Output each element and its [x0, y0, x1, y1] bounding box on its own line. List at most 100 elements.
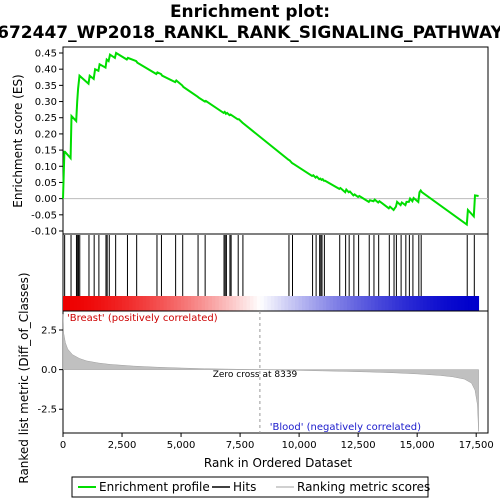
- heat-strip-cell: [277, 296, 282, 311]
- heat-strip-cell: [239, 296, 244, 311]
- metric-y-tick-label: -2.5: [37, 405, 57, 416]
- heat-strip-cell: [76, 296, 81, 311]
- positive-class-label: 'Breast' (positively correlated): [67, 313, 218, 324]
- heat-strip-cell: [142, 296, 147, 311]
- heat-strip-cell: [114, 296, 119, 311]
- heat-strip-cell: [402, 296, 407, 311]
- heat-strip-cell: [191, 296, 196, 311]
- heat-strip-cell: [409, 296, 414, 311]
- heat-strip-cell: [461, 296, 466, 311]
- heat-strip-cell: [159, 296, 164, 311]
- heat-strip-cell: [450, 296, 455, 311]
- legend-hits-label: Hits: [233, 480, 256, 494]
- zero-cross-label: Zero cross at 8339: [213, 370, 298, 380]
- hits-panel: [62, 233, 489, 312]
- heat-strip-cell: [135, 296, 140, 311]
- x-tick-label: 12,500: [341, 440, 376, 451]
- heat-strip-cell: [378, 296, 383, 311]
- heat-strip-cell: [419, 296, 424, 311]
- hit-marks: [64, 235, 475, 296]
- heat-strip-cell: [367, 296, 372, 311]
- metric-y-axis-label: Ranked list metric (Diff_of_Classes): [17, 272, 31, 483]
- legend-box: [71, 476, 429, 498]
- heat-strip-cell: [374, 296, 379, 311]
- x-tick-label: 7,500: [226, 440, 255, 451]
- heat-strip-cell: [187, 296, 192, 311]
- heat-strip-cell: [454, 296, 459, 311]
- x-axis-label: Rank in Ordered Dataset: [204, 456, 352, 470]
- heat-strip-cell: [246, 296, 251, 311]
- heat-strip-cell: [346, 296, 351, 311]
- heat-strip-cell: [208, 296, 213, 311]
- heat-strip-cell: [173, 296, 178, 311]
- heat-strip-cell: [343, 296, 348, 311]
- x-tick-label: 17,500: [459, 440, 494, 451]
- es-y-tick-label: -0.05: [31, 210, 57, 221]
- heat-strip-cell: [340, 296, 344, 311]
- heat-strip-cell: [430, 296, 435, 311]
- chart-title-line-2: 672447_WP2018_RANKL_RANK_SIGNALING_PATHW…: [0, 23, 500, 43]
- metric-y-tick-label: 2.5: [41, 326, 57, 337]
- es-y-axis-label: Enrichment score (ES): [11, 74, 25, 207]
- legend: Enrichment profile Hits Ranking metric s…: [71, 476, 430, 498]
- metric-y-axis-ticks: 2.5 0.0 -2.5: [37, 326, 63, 416]
- heat-strip-cell: [267, 296, 272, 311]
- heat-strip-cell: [391, 296, 396, 311]
- negative-class-label: 'Blood' (negatively correlated): [270, 422, 421, 433]
- es-y-tick-label: 0.15: [35, 146, 57, 157]
- heat-strip-cell: [211, 296, 216, 311]
- heat-strip-cell: [336, 296, 341, 311]
- es-y-tick-label: 0.20: [35, 129, 57, 140]
- ranking-metric-area: [62, 314, 479, 432]
- heat-strip-cell: [388, 296, 393, 311]
- chart-title-line-1: Enrichment plot:: [170, 2, 330, 22]
- heat-strip-cell: [97, 296, 102, 311]
- heat-strip-cell: [94, 296, 99, 311]
- heat-strip-cell: [291, 296, 296, 311]
- heat-strip-cell: [305, 296, 310, 311]
- heat-strip-cell: [80, 296, 85, 311]
- heat-strip-cell: [83, 296, 88, 311]
- heat-strip-cell: [440, 296, 445, 311]
- heat-strip-cell: [118, 296, 123, 311]
- heat-strip-cell: [322, 296, 327, 311]
- heat-strip-cell: [457, 296, 462, 311]
- es-y-tick-label: 0.25: [35, 113, 57, 124]
- heat-strip-cell: [66, 296, 71, 311]
- enrichment-profile-line: [62, 51, 479, 227]
- heat-strip-cell: [433, 296, 438, 311]
- heat-strip-cell: [468, 296, 473, 311]
- heat-strip-cell: [329, 296, 334, 311]
- es-y-axis-ticks: 0.45 0.40 0.35 0.30 0.25 0.20 0.15 0.10 0.05 0.00…: [31, 49, 63, 238]
- x-axis-ticks: 0 2,500 5,000 7,500 10,000 12,500 15,000 17,500: [60, 433, 494, 451]
- heat-strip-cell: [447, 296, 452, 311]
- heat-strip-cell: [360, 296, 365, 311]
- es-y-tick-label: 0.35: [35, 81, 57, 92]
- heat-strip-cell: [423, 296, 428, 311]
- heat-strip-cell: [437, 296, 441, 311]
- heat-strip-cell: [139, 296, 144, 311]
- heat-strip-cell: [301, 296, 306, 311]
- heat-strip-cell: [250, 296, 254, 311]
- heat-strip-cell: [281, 296, 286, 311]
- heat-strip-cell: [475, 296, 480, 311]
- heat-strip-cell: [395, 296, 400, 311]
- heat-strip-cell: [319, 296, 324, 311]
- heat-strip-cell: [263, 296, 268, 311]
- heat-strip-cell: [471, 296, 476, 311]
- heat-strip-cell: [170, 296, 175, 311]
- heat-strip-cell: [180, 296, 185, 311]
- es-y-tick-label: -0.10: [31, 227, 57, 238]
- heat-strip-cell: [232, 296, 237, 311]
- heat-strip-cell: [218, 296, 223, 311]
- heat-strip-cell: [90, 296, 95, 311]
- heat-strip-cell: [284, 296, 289, 311]
- heat-strip-cell: [353, 296, 358, 311]
- heat-strip-cell: [398, 296, 403, 311]
- es-panel: 0.45 0.40 0.35 0.30 0.25 0.20 0.15 0.10 0.05 0.00…: [11, 46, 489, 238]
- es-y-tick-label: 0.00: [35, 194, 57, 205]
- heat-strip-cell: [243, 296, 248, 311]
- heat-strip-cell: [253, 296, 258, 311]
- heat-strip-cell: [288, 296, 293, 311]
